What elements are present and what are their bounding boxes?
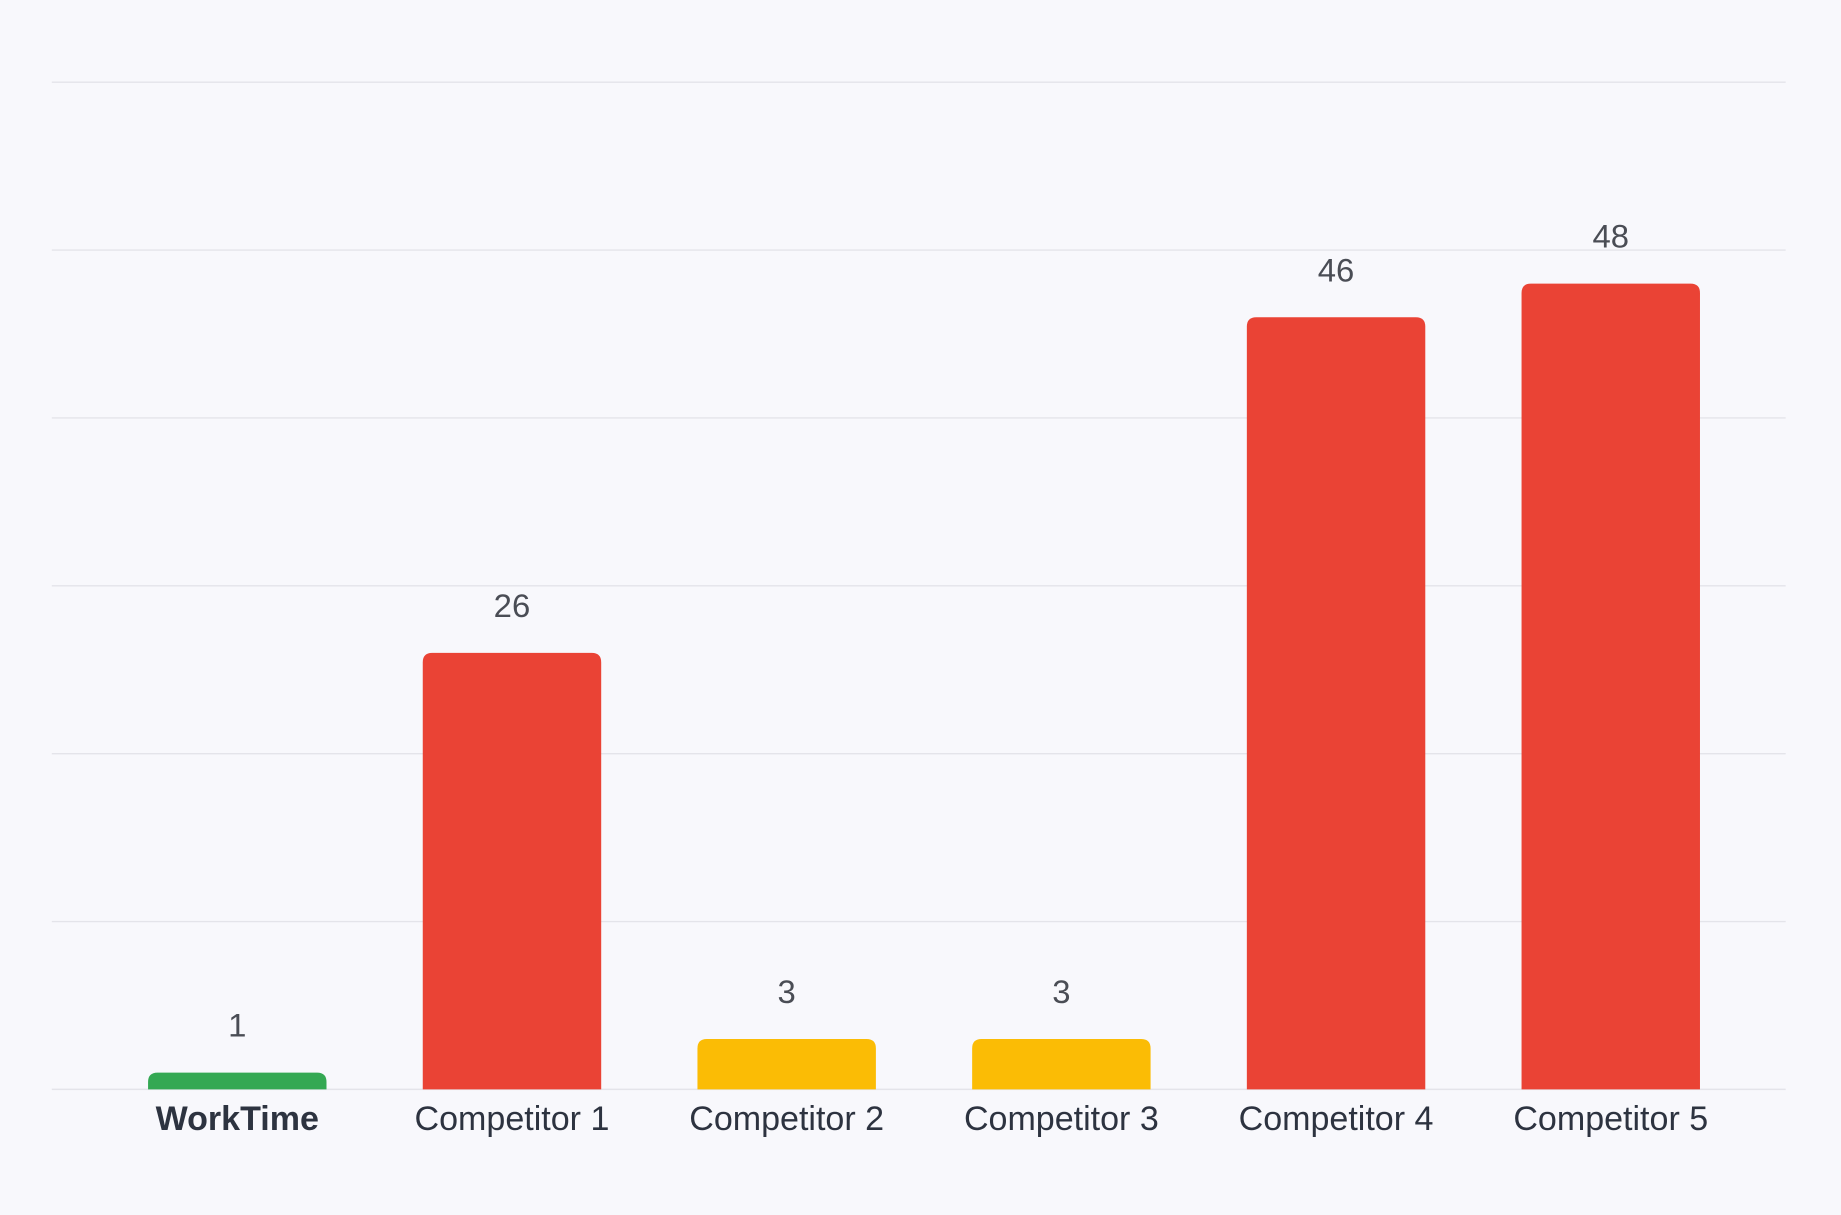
bar (1246, 317, 1426, 1090)
bar (148, 1072, 327, 1090)
x-tick-label: Competitor 2 (689, 1100, 884, 1138)
x-tick-label: Competitor 5 (1513, 1100, 1708, 1138)
x-tick-label: Competitor 1 (415, 1100, 610, 1138)
value-label: 1 (228, 1007, 246, 1044)
value-label: 3 (778, 973, 796, 1010)
value-label: 48 (1592, 218, 1629, 255)
value-label: 26 (494, 587, 531, 624)
x-tick-label: WorkTime (156, 1100, 319, 1138)
x-tick-label: Competitor 4 (1239, 1100, 1434, 1138)
value-label: 46 (1318, 251, 1355, 288)
bar (972, 1039, 1151, 1090)
bar (422, 652, 602, 1090)
bar (1521, 283, 1700, 1090)
value-label: 3 (1052, 973, 1070, 1010)
bar (697, 1039, 876, 1090)
x-tick-label: Competitor 3 (964, 1100, 1159, 1138)
